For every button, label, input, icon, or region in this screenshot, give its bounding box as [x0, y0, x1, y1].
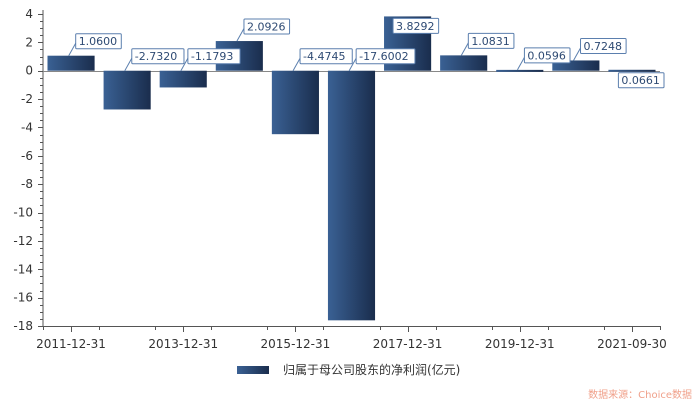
data-label-box: [355, 48, 416, 65]
y-tick-label: -6: [21, 149, 33, 163]
bar: [440, 55, 488, 71]
data-label: -4.4745: [303, 50, 345, 63]
data-label: -1.1793: [191, 50, 233, 63]
y-tick-label: 4: [25, 7, 33, 21]
data-label-box: [392, 17, 440, 34]
data-label-box: [523, 47, 571, 64]
data-label-box: [467, 32, 515, 49]
y-tick-label: -4: [21, 120, 33, 134]
bar: [159, 70, 207, 88]
y-tick-label: -12: [13, 234, 33, 248]
data-label-box: [131, 48, 185, 65]
legend: 归属于母公司股东的净利润(亿元): [237, 361, 460, 378]
data-label: -2.7320: [135, 50, 177, 63]
data-label-box: [580, 37, 627, 54]
y-tick-label: -10: [13, 206, 33, 220]
bar: [327, 70, 376, 321]
data-label: 0.0596: [527, 49, 566, 62]
bar: [103, 70, 151, 110]
y-tick-label: -16: [13, 291, 33, 305]
y-tick-label: 0: [25, 64, 33, 78]
x-tick-label: 2013-12-31: [148, 337, 218, 351]
x-tick-label: 2017-12-31: [373, 337, 443, 351]
bar: [496, 69, 544, 72]
data-labels: 1.0600 -2.7320 -1.1793 2.0926 -4.4745 -17.600…: [68, 17, 665, 89]
data-label: 0.0661: [621, 74, 660, 87]
y-tick-label: -8: [21, 177, 33, 191]
x-tick-label: 2021-09-30: [597, 337, 667, 351]
data-label-box: [617, 72, 665, 89]
x-tick-label: 2015-12-31: [261, 337, 331, 351]
data-label-box: [75, 33, 122, 50]
x-axis: 2011-12-31 2013-12-31 2015-12-31 2017-12-31…: [36, 326, 667, 351]
y-axis: 4 2 0 -2 -4 -6 -8 -10 -12 -14 -16 -18: [13, 7, 44, 333]
y-tick-label: 2: [25, 35, 33, 49]
y-tick-label: -2: [21, 92, 33, 106]
data-label-box: [187, 48, 241, 65]
bar: [608, 69, 656, 72]
data-label: 1.0831: [471, 35, 510, 48]
data-label: 0.7248: [584, 40, 623, 53]
legend-swatch: [237, 365, 269, 374]
data-label: -17.6002: [359, 50, 408, 63]
data-label-box: [243, 18, 291, 35]
data-label: 1.0600: [79, 35, 118, 48]
x-tick-label: 2019-12-31: [485, 337, 555, 351]
data-label: 2.0926: [247, 21, 285, 34]
x-tick-label: 2011-12-31: [36, 337, 106, 351]
bar: [47, 55, 95, 71]
bar: [552, 60, 600, 71]
data-label-box: [299, 48, 353, 65]
legend-label: 归属于母公司股东的净利润(亿元): [283, 363, 461, 377]
bar: [271, 70, 319, 135]
data-source-note: 数据来源：Choice数据: [588, 390, 692, 401]
y-tick-label: -14: [13, 262, 33, 276]
data-label: 3.8292: [396, 20, 435, 33]
y-tick-label: -18: [13, 319, 33, 333]
